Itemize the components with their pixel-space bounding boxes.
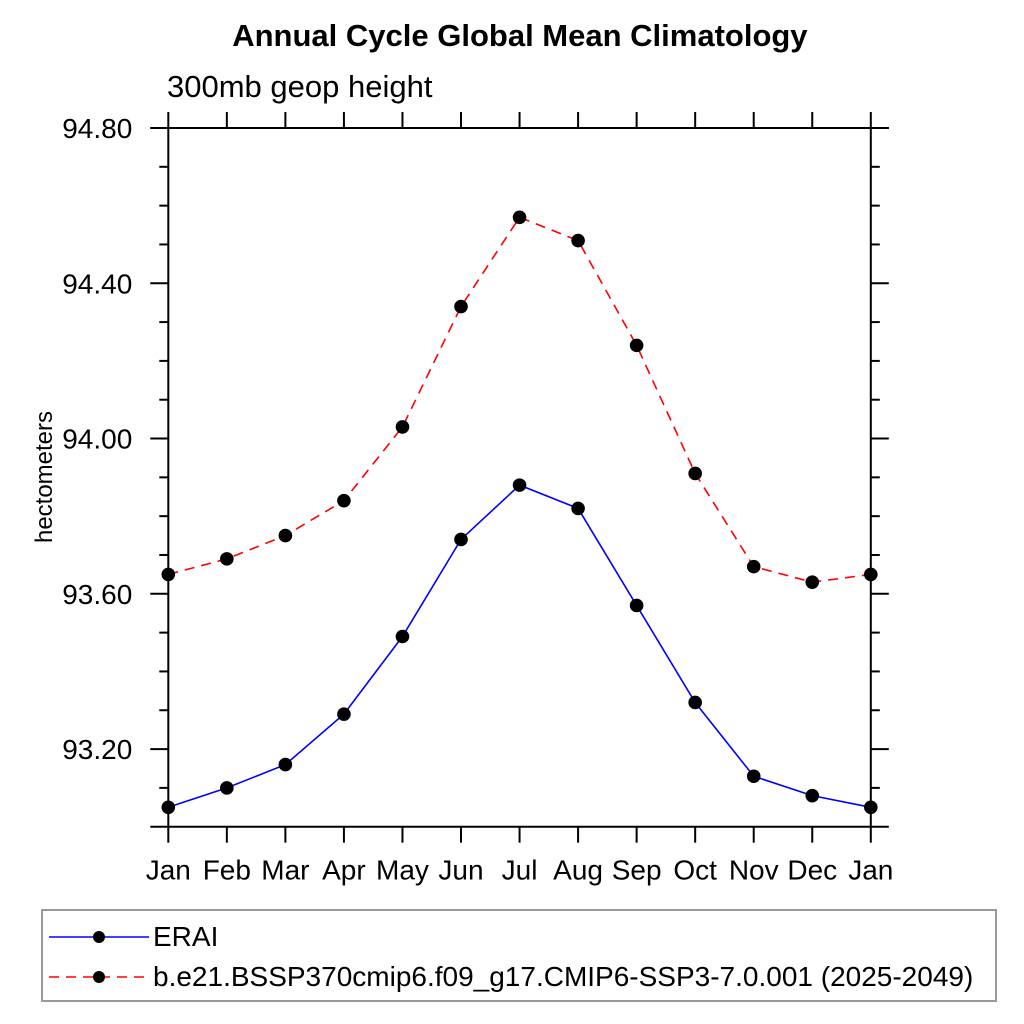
data-point xyxy=(454,299,468,314)
x-tick-label: Oct xyxy=(673,855,717,886)
x-tick-label: Jan xyxy=(848,855,893,886)
y-tick-label: 93.60 xyxy=(62,579,132,610)
legend-label-cmip6: b.e21.BSSP370cmip6.f09_g17.CMIP6-SSP3-7.… xyxy=(153,961,974,992)
data-point xyxy=(512,210,527,225)
data-point xyxy=(278,528,293,543)
chart-title: Annual Cycle Global Mean Climatology xyxy=(232,18,808,53)
data-point xyxy=(571,501,585,516)
data-point xyxy=(864,567,878,582)
data-point xyxy=(512,478,527,492)
y-tick-label: 94.00 xyxy=(62,424,132,455)
data-point xyxy=(454,532,468,547)
data-point xyxy=(746,769,761,784)
y-tick-label: 94.40 xyxy=(62,268,132,299)
legend-sample-dashed xyxy=(49,971,149,983)
data-point xyxy=(337,707,351,721)
y-tick-label: 93.20 xyxy=(62,734,132,765)
data-point xyxy=(688,695,702,710)
data-point xyxy=(688,466,702,481)
data-point xyxy=(161,800,176,815)
x-tick-label: Jul xyxy=(502,855,538,886)
data-point xyxy=(746,559,761,574)
data-point xyxy=(571,233,585,248)
data-point xyxy=(220,552,234,566)
legend: ERAI b.e21.BSSP370cmip6.f09_g17.CMIP6-SS… xyxy=(41,909,997,1002)
data-point xyxy=(161,567,176,582)
legend-marker-icon xyxy=(93,971,105,983)
legend-marker-icon xyxy=(93,931,105,943)
x-tick-label: Apr xyxy=(322,855,366,886)
data-point xyxy=(395,629,410,644)
data-point xyxy=(395,420,410,434)
data-point xyxy=(805,788,820,803)
data-point xyxy=(805,575,820,589)
x-tick-label: May xyxy=(376,855,429,886)
legend-item-erai: ERAI xyxy=(48,921,219,952)
data-point xyxy=(220,781,234,795)
x-tick-label: Feb xyxy=(203,855,251,886)
data-point xyxy=(337,493,351,508)
data-point xyxy=(278,757,293,772)
chart-subtitle: 300mb geop height xyxy=(167,69,433,104)
plot-area: Jan Feb Mar Apr May Jun Jul Aug Sep Oct Nov Dec Jan 9… xyxy=(62,112,893,886)
legend-label-erai: ERAI xyxy=(153,921,219,952)
x-tick-label: Mar xyxy=(261,855,309,886)
x-tick-label: Sep xyxy=(612,855,662,886)
x-tick-label: Jun xyxy=(438,855,483,886)
y-tick-label: 94.80 xyxy=(62,113,132,144)
x-tick-label: Jan xyxy=(146,855,191,886)
y-axis-label: hectometers xyxy=(31,411,58,543)
legend-sample-solid xyxy=(49,931,149,943)
data-point xyxy=(864,800,878,815)
x-tick-label: Dec xyxy=(787,855,837,886)
data-point xyxy=(629,338,644,353)
x-tick-label: Nov xyxy=(729,855,779,886)
data-point xyxy=(629,598,644,613)
series-line-1 xyxy=(168,216,871,583)
series-line-0 xyxy=(168,484,871,809)
x-tick-label: Aug xyxy=(553,855,603,886)
legend-item-cmip6: b.e21.BSSP370cmip6.f09_g17.CMIP6-SSP3-7.… xyxy=(48,961,974,992)
